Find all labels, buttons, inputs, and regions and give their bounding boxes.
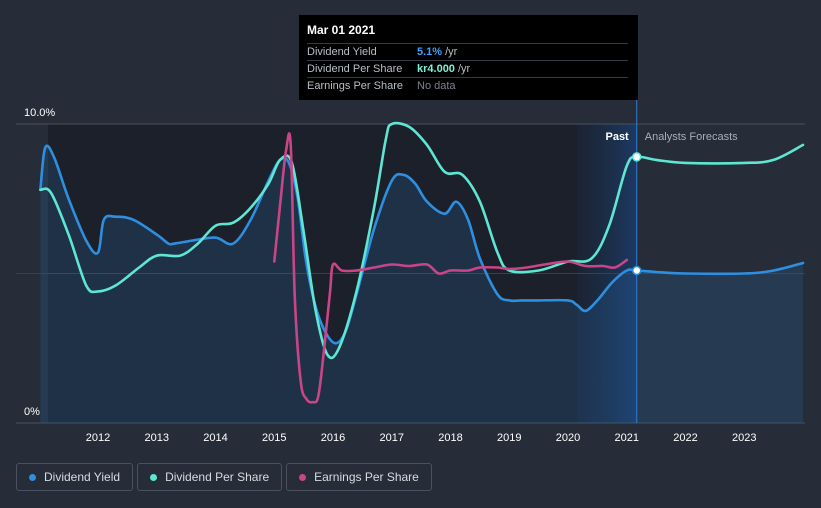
tooltip-label: Earnings Per Share — [307, 80, 403, 92]
x-tick-label: 2020 — [556, 432, 580, 444]
x-tick-label: 2016 — [321, 432, 345, 444]
x-tick-label: 2012 — [86, 432, 110, 444]
dividend-yield-marker — [631, 265, 642, 276]
dividend-yield-area — [40, 145, 803, 423]
legend-dividend-per-share[interactable]: Dividend Per Share — [137, 463, 283, 491]
x-tick-label: 2017 — [380, 432, 404, 444]
legend: Dividend Yield Dividend Per Share Earnin… — [16, 463, 432, 491]
x-tick-label: 2019 — [497, 432, 521, 444]
tooltip-value: kr4.000 — [417, 63, 455, 75]
earnings-per-share-line — [273, 132, 629, 404]
dividend-yield-line — [39, 144, 805, 345]
tooltip-date: Mar 01 2021 — [307, 23, 376, 37]
tooltip-value: No data — [417, 80, 456, 92]
earnings-per-share-dot-icon — [299, 473, 307, 481]
legend-label: Earnings Per Share — [314, 470, 419, 484]
dividend-per-share-marker — [631, 152, 642, 162]
dividend-yield-dot-icon — [29, 473, 36, 481]
tooltip: Mar 01 2021 Dividend Yield 5.1% /yr Divi… — [299, 15, 638, 100]
tooltip-row-dividend-per-share: Dividend Per Share kr4.000 /yr — [307, 60, 628, 77]
tooltip-row-earnings-per-share: Earnings Per Share No data — [307, 77, 628, 94]
y-tick-label: 0% — [24, 406, 40, 418]
x-tick-label: 2023 — [732, 432, 756, 444]
x-tick-label: 2014 — [203, 432, 227, 444]
dividend-per-share-line — [39, 121, 805, 360]
tooltip-unit: /yr — [457, 63, 471, 75]
x-tick-label: 2013 — [145, 432, 169, 444]
forecast-label: Analysts Forecasts — [645, 131, 738, 143]
past-label: Past — [605, 131, 629, 143]
x-tick-label: 2018 — [438, 432, 462, 444]
x-tick-label: 2015 — [262, 432, 286, 444]
tooltip-value: 5.1% — [417, 46, 443, 58]
dividend-per-share-dot-icon — [150, 473, 158, 481]
legend-dividend-yield[interactable]: Dividend Yield — [16, 463, 134, 491]
tooltip-label: Dividend Per Share — [307, 63, 403, 75]
x-tick-label: 2021 — [615, 432, 639, 444]
tooltip-label: Dividend Yield — [307, 46, 377, 58]
y-tick-label: 10.0% — [24, 107, 55, 119]
tooltip-row-dividend-yield: Dividend Yield 5.1% /yr — [307, 43, 628, 60]
tooltip-unit: /yr — [445, 46, 458, 58]
legend-label: Dividend Yield — [44, 470, 121, 484]
x-tick-label: 2022 — [673, 432, 697, 444]
legend-label: Dividend Per Share — [165, 470, 270, 484]
legend-earnings-per-share[interactable]: Earnings Per Share — [286, 463, 432, 491]
